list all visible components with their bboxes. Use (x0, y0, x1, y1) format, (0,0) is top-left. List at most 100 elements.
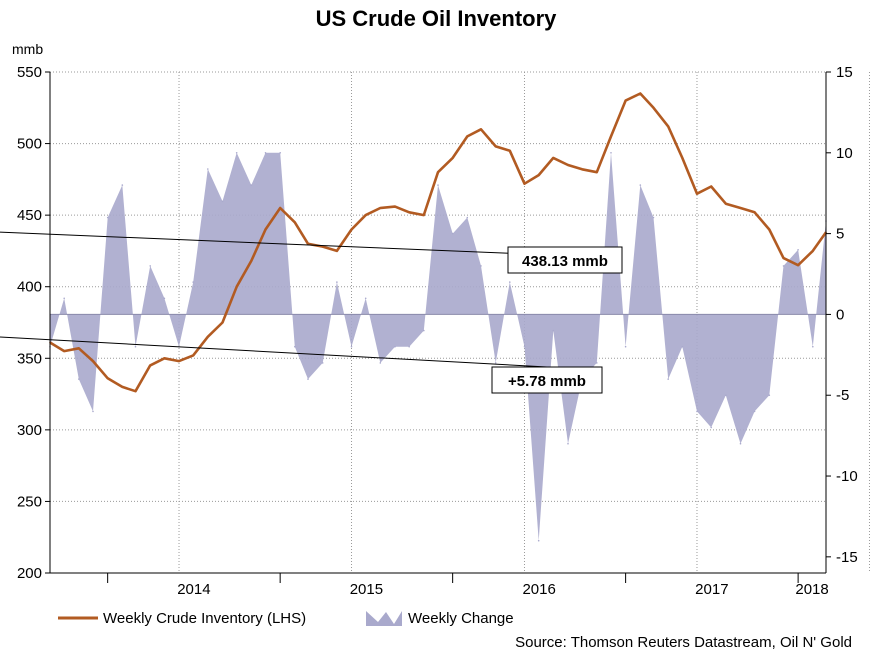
x-tick-label-2016: 2016 (522, 581, 555, 598)
inventory-point-2 (78, 347, 80, 350)
weekly-change-point-38 (596, 362, 598, 364)
inventory-point-40 (624, 99, 627, 102)
left-tick-label-200: 200 (17, 565, 42, 582)
left-axis-ticks: 200 250 300 350 400 450 500 550 (17, 64, 50, 582)
weekly-change-point-44 (681, 345, 684, 348)
inventory-point-45 (696, 192, 698, 195)
inventory-point-1 (63, 350, 65, 352)
weekly-change-point-46 (710, 426, 712, 429)
inventory-point-46 (710, 185, 712, 188)
x-tick-label-2017: 2017 (695, 581, 728, 598)
weekly-change-point-45 (696, 410, 698, 413)
weekly-change-point-18 (307, 378, 309, 380)
source-note: Source: Thomson Reuters Datastream, Oil … (515, 634, 852, 651)
weekly-change-point-52 (797, 249, 799, 251)
left-tick-label-450: 450 (17, 207, 42, 224)
weekly-change-point-13 (235, 152, 238, 154)
inventory-point-18 (307, 243, 309, 245)
inventory-point-41 (639, 92, 642, 95)
right-tick-label-5: 5 (836, 226, 844, 243)
weekly-change-point-15 (264, 152, 267, 154)
weekly-change-point-41 (639, 184, 642, 186)
inventory-point-48 (739, 207, 742, 209)
inventory-point-25 (408, 211, 411, 214)
weekly-change-point-27 (437, 184, 439, 186)
weekly-change-point-36 (567, 442, 569, 445)
inventory-point-12 (221, 321, 224, 324)
weekly-change-area (50, 152, 826, 541)
inventory-point-50 (768, 228, 771, 231)
x-axis-ticks: 2014 2015 2016 2017 2018 (107, 573, 829, 598)
right-tick-label--10: -10 (836, 468, 858, 485)
weekly-change-point-16 (279, 152, 282, 154)
weekly-change-point-25 (408, 345, 411, 348)
inventory-point-8 (163, 357, 166, 360)
inventory-point-16 (279, 207, 282, 209)
weekly-change-point-34 (537, 539, 540, 542)
weekly-change-point-23 (379, 362, 382, 364)
x-tick-label-2018: 2018 (795, 581, 828, 598)
left-tick-label-350: 350 (17, 350, 42, 367)
legend-label-inventory: Weekly Crude Inventory (LHS) (103, 610, 306, 627)
inventory-point-47 (725, 202, 727, 205)
callout-box-change (491, 366, 603, 394)
callouts: 438.13 mmb +5.78 mmb (0, 231, 623, 394)
inventory-point-5 (121, 386, 124, 388)
weekly-change-point-14 (250, 184, 253, 186)
inventory-point-26 (423, 214, 425, 216)
weekly-change-point-8 (163, 297, 166, 300)
inventory-point-13 (235, 285, 238, 288)
inventory-point-21 (350, 228, 353, 231)
callout-text-inventory: 438.13 mmb (522, 253, 608, 270)
weekly-change-point-24 (394, 345, 396, 348)
callout-leader-change (0, 336, 603, 371)
weekly-change-point-6 (134, 345, 137, 348)
axes (49, 72, 827, 574)
legend-swatch-weekly-change (366, 611, 402, 626)
weekly-change-point-28 (451, 232, 454, 235)
inventory-point-36 (567, 164, 569, 166)
weekly-change-point-32 (509, 281, 511, 283)
weekly-change-point-42 (652, 216, 655, 219)
weekly-change-point-2 (78, 378, 80, 380)
weekly-change-point-1 (63, 297, 65, 300)
left-tick-label-500: 500 (17, 136, 42, 153)
chart-title: US Crude Oil Inventory (315, 6, 557, 31)
weekly-change-point-4 (106, 216, 109, 219)
x-tick-label-2014: 2014 (177, 581, 210, 598)
inventory-line-layer (49, 92, 828, 393)
weekly-change-point-11 (207, 168, 209, 170)
left-axis-unit-label: mmb (12, 41, 43, 57)
inventory-point-53 (812, 250, 814, 252)
weekly-change-point-48 (739, 442, 742, 445)
inventory-point-14 (250, 260, 253, 262)
inventory-point-28 (451, 157, 454, 159)
inventory-point-51 (782, 257, 785, 259)
weekly-change-point-51 (782, 265, 785, 267)
weekly-change-point-5 (121, 184, 124, 186)
inventory-point-20 (336, 250, 338, 252)
weekly-change-point-49 (753, 410, 756, 413)
weekly-change-point-29 (466, 216, 469, 219)
right-tick-label--5: -5 (836, 387, 849, 404)
right-tick-label-15: 15 (836, 64, 853, 81)
inventory-point-15 (264, 228, 267, 231)
inventory-point-35 (552, 157, 555, 159)
inventory-point-24 (394, 205, 396, 208)
weekly-change-point-12 (221, 200, 224, 203)
weekly-change-point-33 (523, 345, 526, 348)
inventory-point-44 (681, 157, 684, 159)
inventory-point-52 (797, 264, 799, 267)
inventory-point-34 (537, 174, 540, 176)
inventory-point-6 (134, 390, 137, 393)
weekly-change-point-10 (192, 281, 194, 283)
weekly-change-point-26 (423, 329, 425, 332)
weekly-change-point-40 (624, 345, 627, 348)
inventory-point-33 (523, 182, 526, 185)
weekly-change-point-7 (149, 265, 151, 267)
inventory-point-3 (92, 360, 94, 362)
legend: Weekly Crude Inventory (LHS) Weekly Chan… (58, 610, 514, 627)
inventory-point-37 (581, 168, 583, 171)
inventory-point-17 (294, 221, 296, 224)
